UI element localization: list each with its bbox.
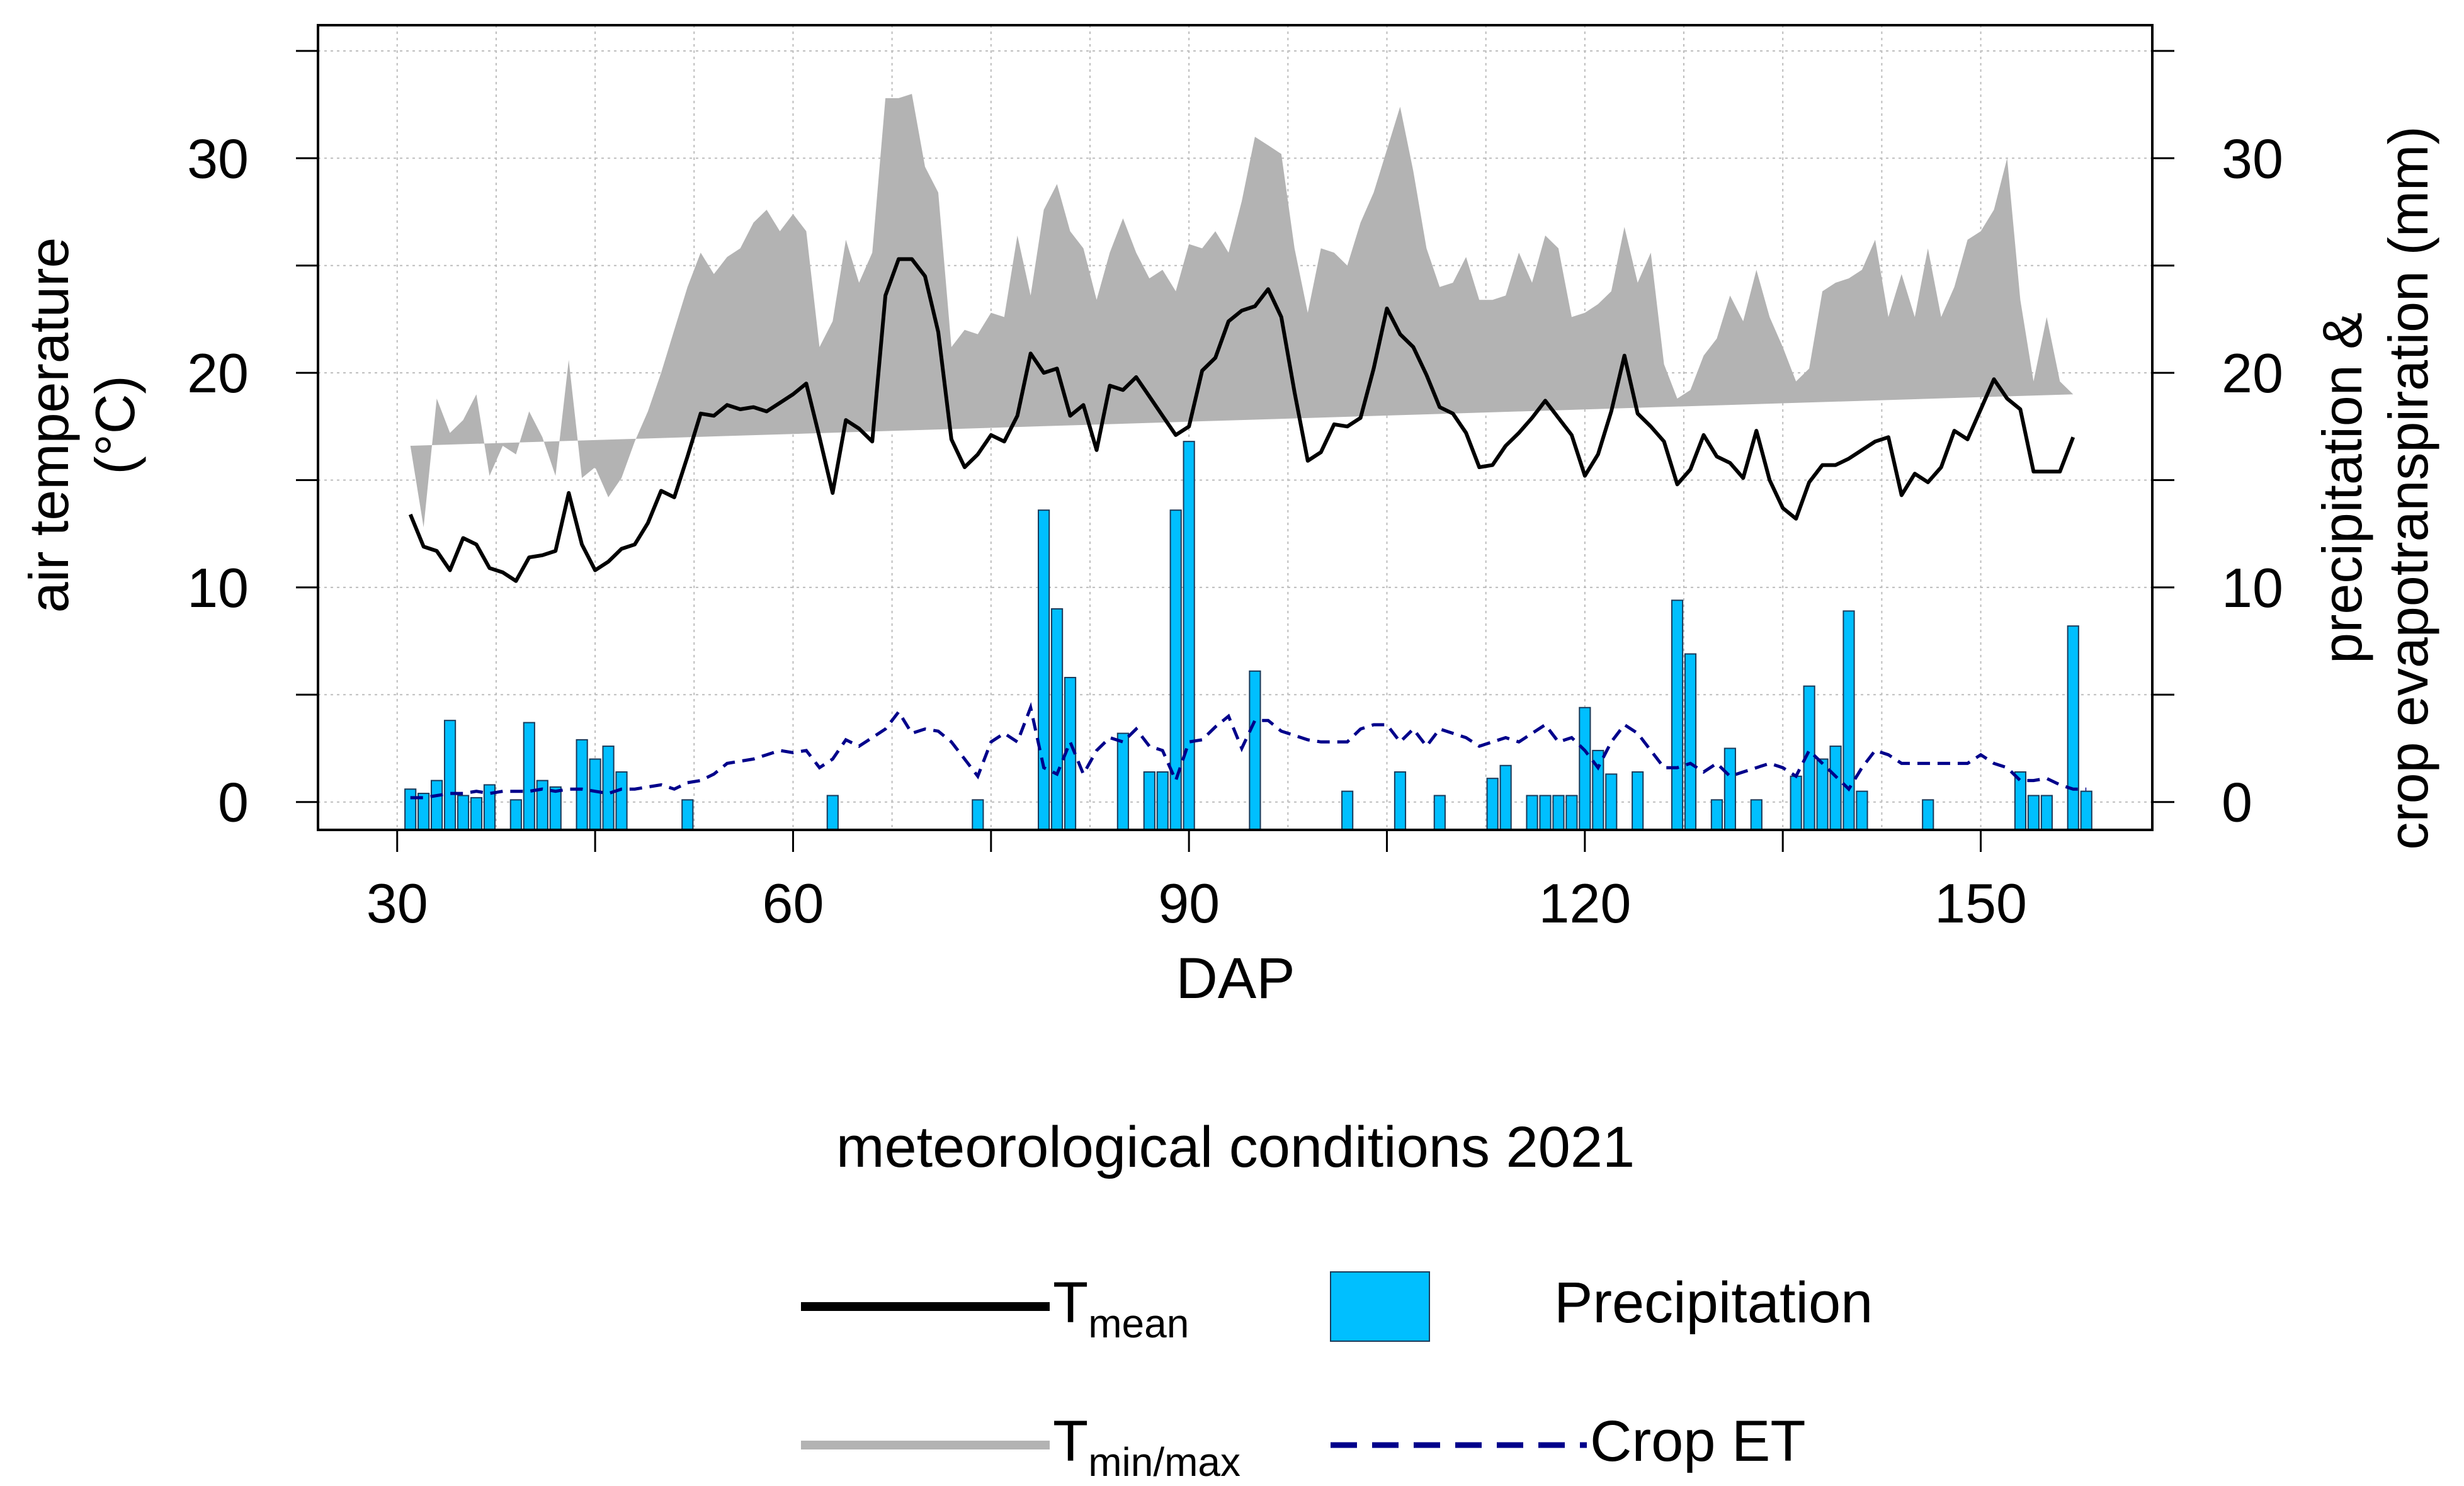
legend-tminmax-base: T — [1053, 1409, 1088, 1473]
legend-precipitation-label: Precipitation — [1554, 1271, 1873, 1335]
precipitation-bar — [1816, 758, 1829, 831]
precipitation-bar — [1433, 795, 1446, 831]
x-tick-label: 150 — [1934, 872, 2027, 934]
y-tick-label-left: 20 — [187, 342, 249, 404]
legend: Tmean Precipitation Tmin/max Crop ET — [801, 1271, 1873, 1485]
precipitation-bar — [523, 722, 535, 831]
precipitation-bar — [1249, 670, 1261, 831]
precipitation-bar — [404, 788, 417, 831]
precipitation-bar — [1552, 795, 1565, 831]
legend-tmean-base: T — [1053, 1271, 1088, 1335]
legend-precipitation-swatch — [1330, 1271, 1430, 1342]
y-tick-label-right: 20 — [2222, 342, 2283, 404]
axis-ticks: 0 0 10 10 20 20 30 30 30 60 90 120 150 — [187, 50, 2283, 934]
y-axis-label-left: air temperature (°C) — [18, 237, 146, 613]
precipitation-bar — [602, 746, 615, 831]
x-axis-label: DAP — [1176, 946, 1295, 1011]
y-axis-label-right-line2: crop evapotranspiration (mm) — [2377, 126, 2439, 849]
precipitation-bar — [1499, 764, 1512, 831]
y-tick-label-right: 10 — [2222, 557, 2283, 619]
precipitation-bar — [1486, 778, 1499, 831]
precipitation-bar — [1710, 799, 1723, 831]
plot-frame — [317, 24, 2154, 831]
x-tick-label: 60 — [763, 872, 824, 934]
legend-tmean-sub: mean — [1088, 1301, 1189, 1346]
precipitation-bar — [576, 739, 588, 831]
precipitation-bar — [1341, 790, 1354, 831]
precipitation-bar — [1394, 771, 1407, 831]
precipitation-bar — [1829, 746, 1842, 831]
x-tick-label: 30 — [366, 872, 428, 934]
precipitation-bar — [1050, 608, 1064, 831]
precipitation-bar — [1922, 799, 1934, 831]
precipitation-bar — [470, 797, 483, 831]
y-tick-label-left: 10 — [187, 557, 249, 619]
precipitation-bar — [826, 795, 839, 831]
precipitation-bar — [431, 780, 443, 831]
grid-lines — [318, 25, 2152, 830]
crop-et-line — [410, 702, 2087, 800]
precipitation-bar — [1605, 773, 1618, 831]
precipitation-bar — [1183, 441, 1195, 831]
y-axis-label-right: precipitation & crop evapotranspiration … — [2311, 126, 2439, 849]
precipitation-bar — [1116, 732, 1129, 831]
legend-tminmax-sub: min/max — [1088, 1439, 1241, 1485]
precipitation-bar — [2027, 795, 2040, 831]
precipitation-bar — [2040, 795, 2053, 831]
precipitation-bar — [1723, 747, 1736, 831]
precipitation-bar — [1539, 795, 1552, 831]
precipitation-bar — [1579, 706, 1591, 831]
x-tick-label: 90 — [1158, 872, 1220, 934]
precipitation-bar — [549, 786, 562, 831]
y-tick-label-right: 0 — [2222, 771, 2252, 834]
y-axis-label-left-line2: (°C) — [84, 375, 146, 474]
precipitation-bar — [1565, 795, 1578, 831]
legend-tmean-label: Tmean — [1053, 1271, 1189, 1346]
precipitation-bar — [1790, 775, 1802, 831]
legend-tminmax-label: Tmin/max — [1053, 1409, 1241, 1485]
precipitation-bar — [2067, 625, 2079, 831]
precipitation-bar — [2080, 790, 2092, 831]
precipitation-bar — [443, 720, 457, 831]
y-tick-label-left: 0 — [218, 771, 249, 834]
line-layer — [408, 257, 2087, 800]
precipitation-bar — [1684, 653, 1697, 831]
precipitation-bar — [1856, 790, 1868, 831]
precipitation-bar — [1632, 771, 1644, 831]
tmean-line — [408, 257, 2075, 583]
y-tick-label-left: 30 — [187, 127, 249, 190]
chart-title: meteorological conditions 2021 — [836, 1115, 1635, 1179]
legend-et-label: Crop ET — [1590, 1409, 1806, 1473]
precipitation-bar — [1750, 799, 1763, 831]
precipitation-bar — [589, 758, 601, 831]
precipitation-bar — [972, 799, 984, 831]
precipitation-bar — [457, 795, 470, 831]
precipitation-bar — [509, 799, 522, 831]
precipitation-bar — [1842, 610, 1855, 831]
precipitation-bar — [2014, 771, 2027, 831]
precipitation-bar — [681, 799, 694, 831]
x-tick-label: 120 — [1538, 872, 1631, 934]
precipitation-bar — [1671, 599, 1684, 831]
precipitation-bar — [1156, 771, 1169, 831]
precipitation-bar — [615, 771, 628, 831]
y-tick-label-right: 30 — [2222, 127, 2283, 190]
y-axis-label-right-line1: precipitation & — [2311, 312, 2373, 664]
y-axis-label-left-line1: air temperature — [18, 237, 80, 613]
precipitation-bar — [1038, 509, 1050, 831]
precipitation-bar — [1143, 771, 1155, 831]
precipitation-bar — [1526, 795, 1538, 831]
precipitation-bar — [1169, 509, 1182, 831]
